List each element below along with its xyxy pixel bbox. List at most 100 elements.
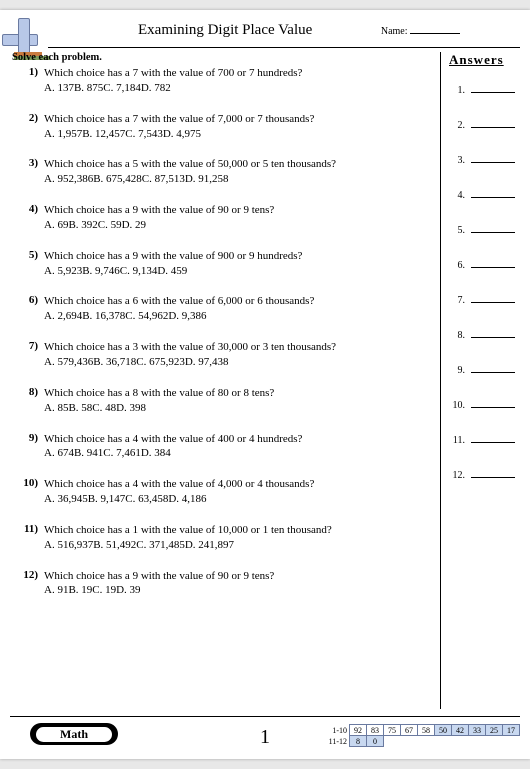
answer-number: 7.	[449, 295, 465, 306]
problem-item: 3)Which choice has a 5 with the value of…	[18, 157, 428, 187]
problem-item: 4) Which choice has a 9 with the value of…	[18, 203, 428, 233]
problem-choices: A. 952,386B. 675,428C. 87,513D. 91,258	[44, 172, 428, 187]
answer-blank[interactable]	[471, 187, 515, 198]
problem-number: 6)	[18, 294, 40, 324]
answer-slot: 6.	[449, 257, 518, 271]
header-bar: Examining Digit Place Value Name:	[48, 22, 520, 48]
problem-number: 7)	[18, 340, 40, 370]
problem-number: 9)	[18, 432, 40, 462]
answer-blank[interactable]	[471, 467, 515, 478]
answer-blank[interactable]	[471, 292, 515, 303]
answer-blank[interactable]	[471, 117, 515, 128]
score-cell: 50	[435, 725, 452, 736]
problem-number: 1)	[18, 66, 40, 96]
problem-text: Which choice has a 9 with the value of 9…	[40, 569, 428, 599]
problem-text: Which choice has a 7 with the value of 7…	[40, 112, 428, 142]
answer-slot: 4.	[449, 187, 518, 201]
problem-number: 8)	[18, 386, 40, 416]
footer: Math 1 1-109283756758504233251711-1280	[10, 721, 520, 749]
answer-number: 4.	[449, 190, 465, 201]
score-cell: 8	[350, 736, 367, 747]
score-cell: 75	[384, 725, 401, 736]
answer-blank[interactable]	[471, 222, 515, 233]
answer-blank[interactable]	[471, 432, 515, 443]
answer-blank[interactable]	[471, 152, 515, 163]
problem-number: 2)	[18, 112, 40, 142]
problem-text: Which choice has a 9 with the value of 9…	[40, 249, 428, 279]
answer-slot: 5.	[449, 222, 518, 236]
problem-item: 8) Which choice has a 8 with the value of…	[18, 386, 428, 416]
problem-item: 1) Which choice has a 7 with the value of…	[18, 66, 428, 96]
answer-number: 12.	[449, 470, 465, 481]
answer-number: 9.	[449, 365, 465, 376]
answer-slot: 1.	[449, 82, 518, 96]
problem-choices: A. 2,694B. 16,378C. 54,962D. 9,386	[44, 309, 428, 324]
answer-number: 3.	[449, 155, 465, 166]
answer-number: 10.	[449, 400, 465, 411]
answer-slot: 9.	[449, 362, 518, 376]
problem-choices: A. 5,923B. 9,746C. 9,134D. 459	[44, 264, 428, 279]
answer-slot: 11.	[449, 432, 518, 446]
answer-blank[interactable]	[471, 327, 515, 338]
score-cell: 92	[350, 725, 367, 736]
problem-item: 9) Which choice has a 4 with the value of…	[18, 432, 428, 462]
score-cell: 83	[367, 725, 384, 736]
problem-item: 2) Which choice has a 7 with the value of…	[18, 112, 428, 142]
problem-question: Which choice has a 6 with the value of 6…	[44, 294, 428, 309]
problem-question: Which choice has a 9 with the value of 9…	[44, 249, 428, 264]
answer-slot: 10.	[449, 397, 518, 411]
problem-item: 12)Which choice has a 9 with the value o…	[18, 569, 428, 599]
answer-number: 11.	[449, 435, 465, 446]
problem-question: Which choice has a 9 with the value of 9…	[44, 203, 428, 218]
problem-item: 10) Which choice has a 4 with the value o…	[18, 477, 428, 507]
problem-question: Which choice has a 4 with the value of 4…	[44, 432, 428, 447]
answer-blank[interactable]	[471, 397, 515, 408]
problem-question: Which choice has a 4 with the value of 4…	[44, 477, 428, 492]
score-row-label: 1-10	[324, 725, 350, 736]
name-blank[interactable]	[410, 24, 460, 34]
problem-choices: A. 85B. 58C. 48D. 398	[44, 401, 428, 416]
problem-item: 7) Which choice has a 3 with the value of…	[18, 340, 428, 370]
problem-choices: A. 674B. 941C. 7,461D. 384	[44, 446, 428, 461]
problem-number: 4)	[18, 203, 40, 233]
problem-choices: A. 137B. 875C. 7,184D. 782	[44, 81, 428, 96]
answers-column: 1. 2. 3. 4. 5. 6. 7. 8. 9. 10. 11. 12.	[440, 70, 518, 709]
page-title: Examining Digit Place Value	[138, 22, 312, 39]
footer-rule	[10, 716, 520, 717]
answer-slot: 8.	[449, 327, 518, 341]
score-cell: 17	[503, 725, 520, 736]
answer-blank[interactable]	[471, 82, 515, 93]
problem-question: Which choice has a 7 with the value of 7…	[44, 66, 428, 81]
problem-choices: A. 36,945B. 9,147C. 63,458D. 4,186	[44, 492, 428, 507]
answer-number: 6.	[449, 260, 465, 271]
problem-question: Which choice has a 5 with the value of 5…	[44, 157, 428, 172]
score-cell: 42	[452, 725, 469, 736]
page-number: 1	[260, 726, 270, 749]
answer-blank[interactable]	[471, 257, 515, 268]
problem-question: Which choice has a 7 with the value of 7…	[44, 112, 428, 127]
subject-pill: Math	[30, 723, 118, 745]
answer-number: 8.	[449, 330, 465, 341]
score-cell: 67	[401, 725, 418, 736]
answer-slot: 3.	[449, 152, 518, 166]
problem-text: Which choice has a 4 with the value of 4…	[40, 477, 428, 507]
problem-number: 5)	[18, 249, 40, 279]
problem-text: Which choice has a 1 with the value of 1…	[40, 523, 428, 553]
problem-text: Which choice has a 6 with the value of 6…	[40, 294, 428, 324]
score-cell: 58	[418, 725, 435, 736]
answer-number: 5.	[449, 225, 465, 236]
instruction-text: Solve each problem.	[12, 52, 102, 63]
problem-text: Which choice has a 9 with the value of 9…	[40, 203, 428, 233]
problem-number: 10)	[18, 477, 40, 507]
problem-question: Which choice has a 8 with the value of 8…	[44, 386, 428, 401]
problem-number: 12)	[18, 569, 40, 599]
name-label: Name:	[381, 24, 460, 37]
problem-question: Which choice has a 3 with the value of 3…	[44, 340, 428, 355]
worksheet-page: Examining Digit Place Value Name: Solve …	[0, 10, 530, 759]
problem-choices: A. 69B. 392C. 59D. 29	[44, 218, 428, 233]
answer-slot: 2.	[449, 117, 518, 131]
problem-text: Which choice has a 5 with the value of 5…	[40, 157, 428, 187]
problem-text: Which choice has a 4 with the value of 4…	[40, 432, 428, 462]
answer-blank[interactable]	[471, 362, 515, 373]
answer-number: 2.	[449, 120, 465, 131]
